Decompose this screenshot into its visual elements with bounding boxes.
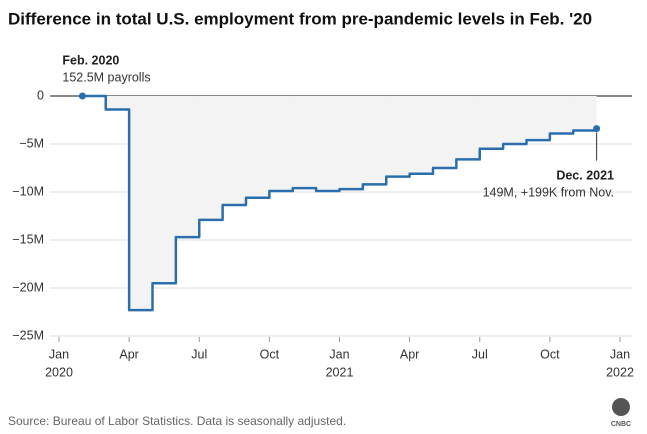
annotation-title: Dec. 2021 [556, 168, 614, 182]
x-tick-year: 2020 [45, 365, 73, 379]
area [105, 96, 130, 110]
area [269, 96, 293, 192]
area [386, 96, 410, 177]
logo-peacock [612, 398, 630, 416]
area [503, 96, 527, 144]
area [199, 96, 223, 220]
area [246, 96, 270, 198]
area [339, 96, 363, 190]
logo: CNBC [611, 398, 631, 428]
y-tick-label: −25M [12, 328, 44, 342]
area [549, 96, 574, 134]
area [409, 96, 433, 174]
x-tick-year: 2022 [606, 365, 634, 379]
y-tick-label: −5M [19, 136, 44, 150]
x-tick-label: Jul [191, 347, 207, 361]
area [152, 96, 176, 284]
y-tick-label: 0 [37, 88, 44, 102]
logo-text: CNBC [611, 421, 631, 428]
y-tick-label: −10M [12, 184, 44, 198]
source: Source: Bureau of Labor Statistics. Data… [8, 414, 346, 428]
annotation-title: Feb. 2020 [62, 53, 119, 67]
x-tick-label: Jan [610, 347, 630, 361]
x-tick-label: Apr [119, 347, 138, 361]
area [526, 96, 550, 141]
area [316, 96, 340, 192]
annotation-text: 149M, +199K from Nov. [483, 185, 614, 199]
x-tick-label: Oct [540, 347, 560, 361]
annotation-text: 152.5M payrolls [62, 70, 150, 84]
area [456, 96, 480, 160]
chart-title: Difference in total U.S. employment from… [8, 9, 592, 28]
x-tick-label: Apr [400, 347, 419, 361]
y-tick-label: −20M [12, 280, 44, 294]
x-tick-label: Oct [260, 347, 280, 361]
x-tick-year: 2021 [326, 365, 354, 379]
area [362, 96, 387, 185]
area [479, 96, 504, 149]
area [175, 96, 200, 238]
area [573, 96, 597, 131]
point [78, 92, 86, 100]
area [433, 96, 457, 168]
area [222, 96, 246, 205]
area [292, 96, 317, 189]
area [129, 96, 153, 311]
x-tick-label: Jan [329, 347, 349, 361]
y-tick-label: −15M [12, 232, 44, 246]
x-tick-label: Jan [49, 347, 69, 361]
point [593, 125, 601, 133]
x-tick-label: Jul [472, 347, 488, 361]
